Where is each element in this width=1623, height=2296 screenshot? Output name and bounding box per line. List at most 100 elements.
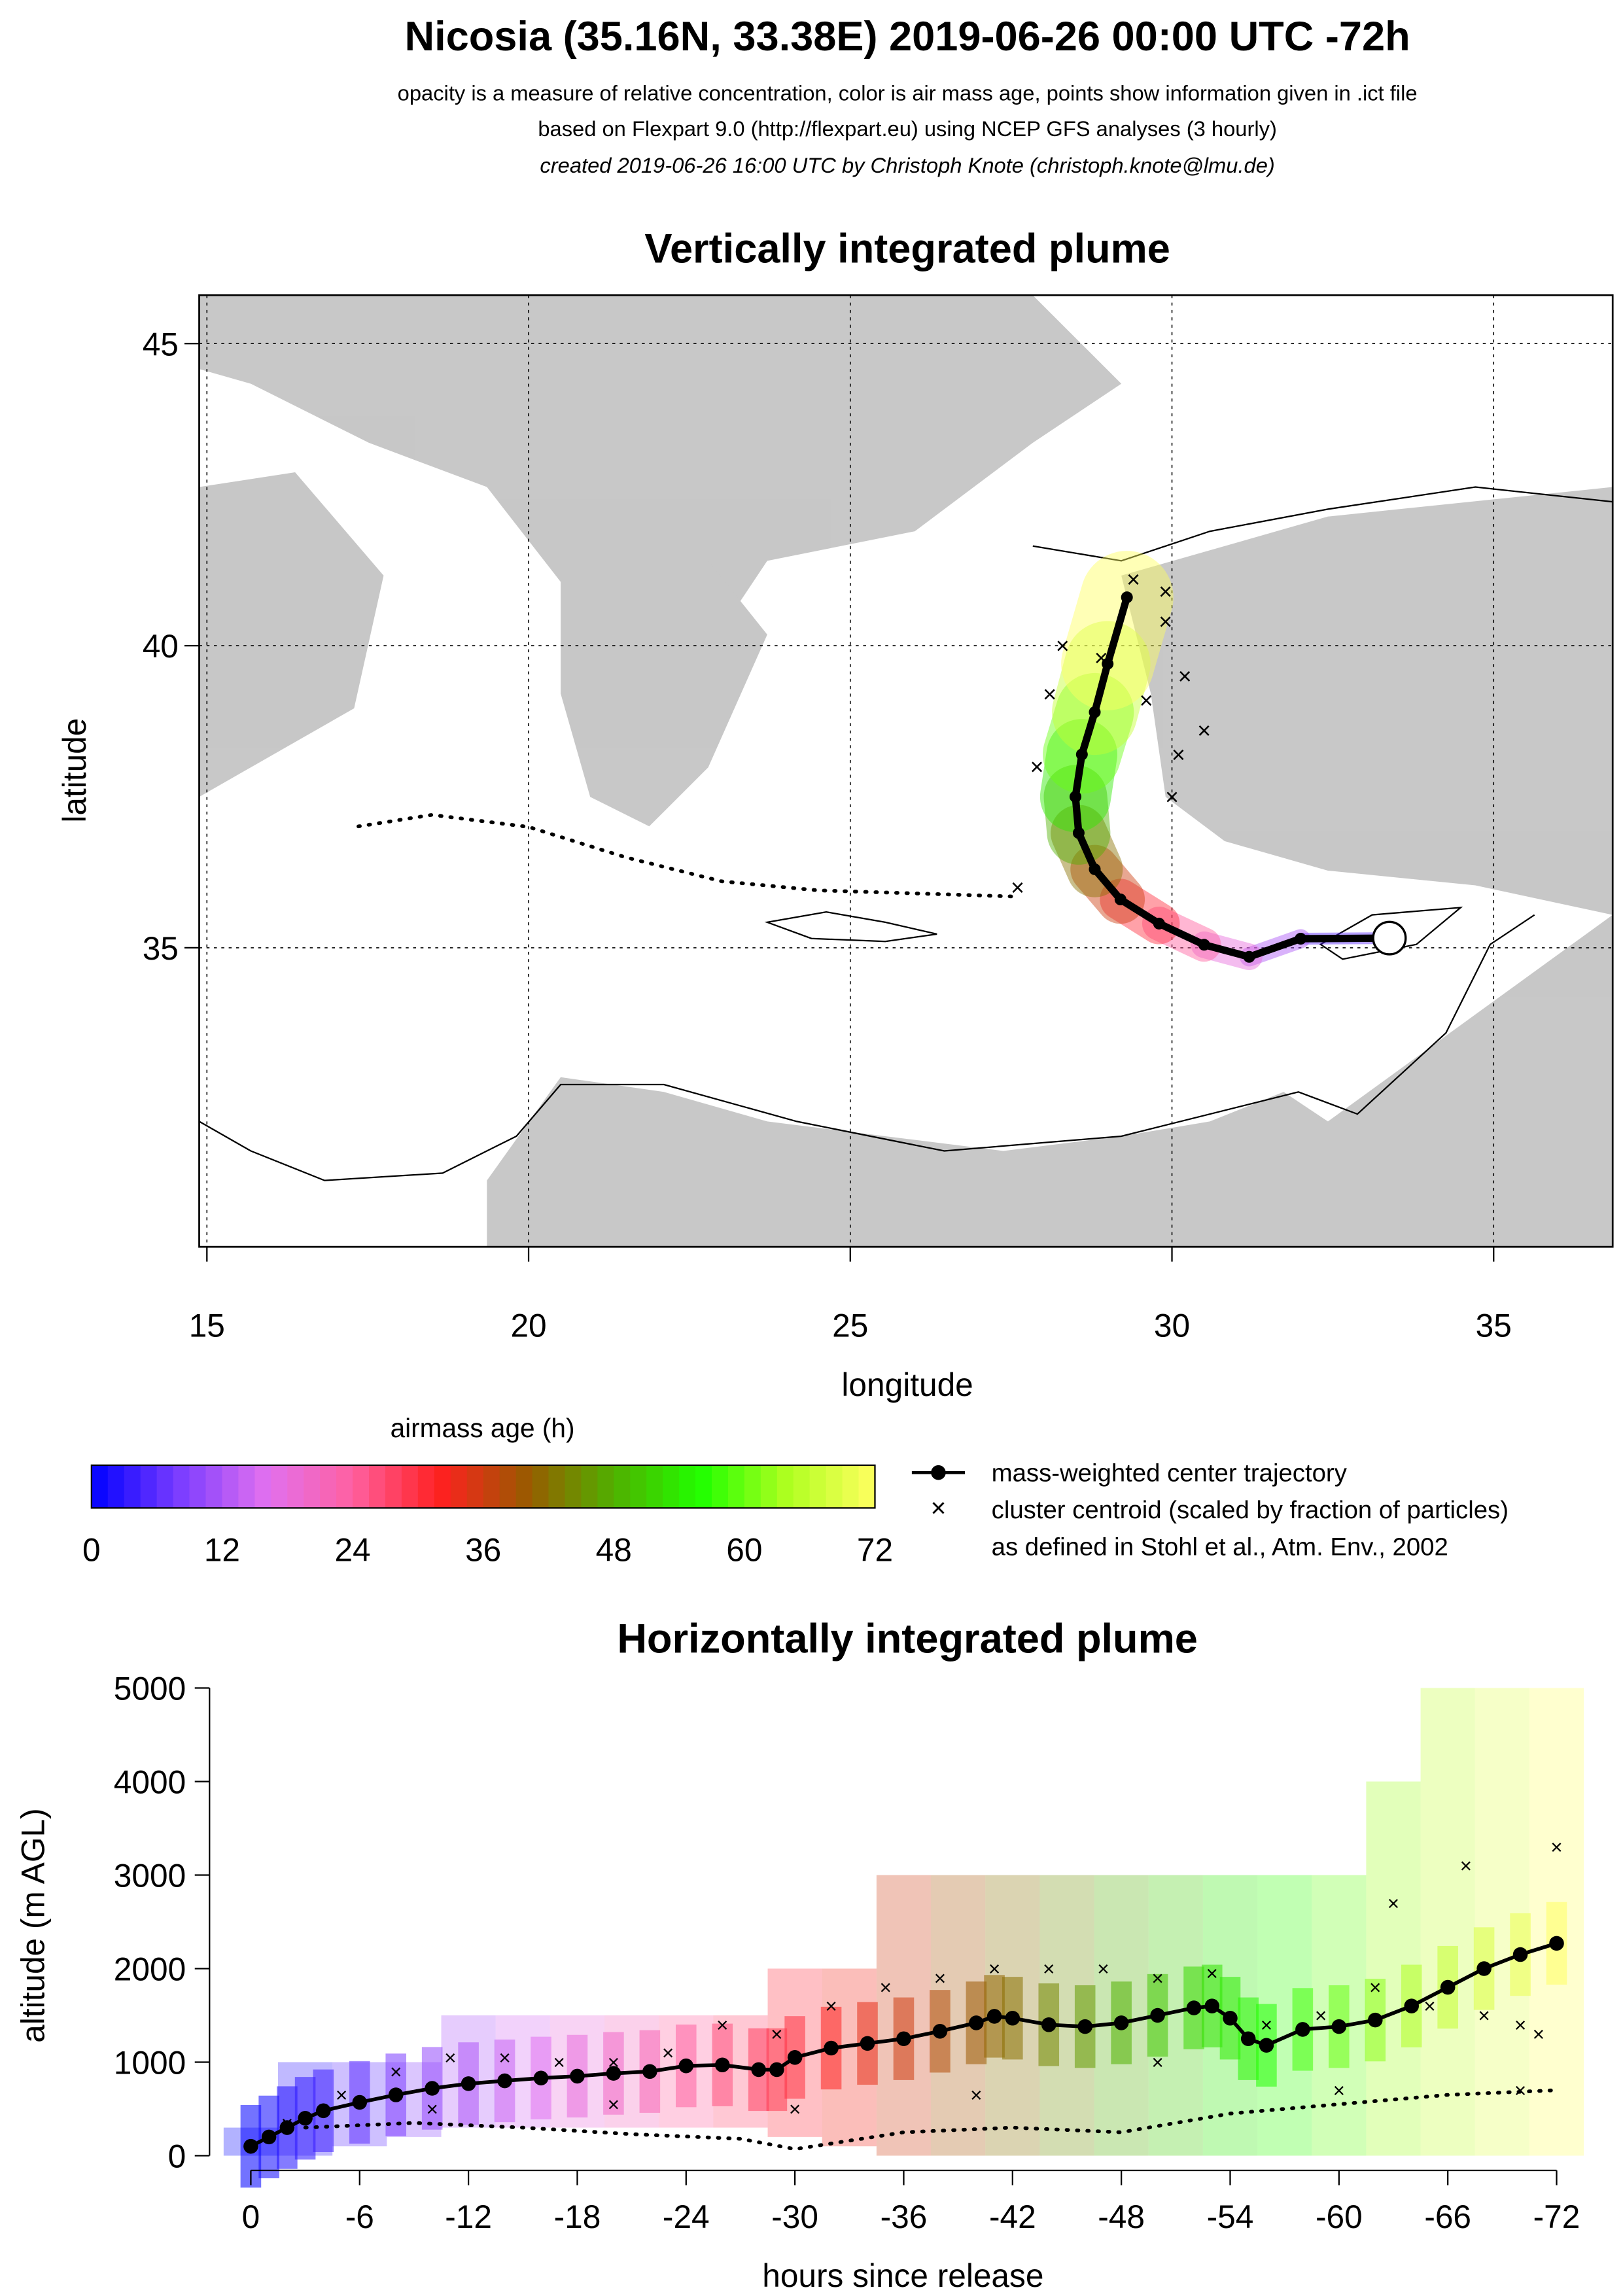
colorbar-cell xyxy=(124,1465,141,1508)
x-tick-label: -60 xyxy=(1316,2199,1363,2235)
cluster-centroid: × xyxy=(608,2093,620,2116)
x-tick-label: -30 xyxy=(771,2199,818,2235)
colorbar-cell xyxy=(222,1465,239,1508)
trajectory-point xyxy=(461,2076,476,2091)
trajectory-point xyxy=(642,2064,657,2079)
legend-text: mass-weighted center trajectory xyxy=(992,1459,1348,1487)
legend-text: as defined in Stohl et al., Atm. Env., 2… xyxy=(992,1533,1448,1561)
trajectory-point xyxy=(1243,950,1255,963)
trajectory-point xyxy=(1121,591,1133,604)
colorbar-cell xyxy=(271,1465,288,1508)
cluster-centroid: × xyxy=(1165,784,1179,810)
colorbar-cell xyxy=(532,1465,550,1508)
colorbar-cell xyxy=(565,1465,582,1508)
cluster-centroid: × xyxy=(1056,633,1070,659)
y-tick-label: 4000 xyxy=(114,1764,186,1801)
trajectory-point xyxy=(1069,790,1082,803)
colorbar-tick-label: 12 xyxy=(204,1532,240,1569)
trajectory-point xyxy=(969,2015,984,2030)
greece xyxy=(561,561,767,827)
lower-trajectory xyxy=(303,2088,1559,2151)
x-tick-label: 35 xyxy=(1476,1308,1512,1344)
colorbar-cell xyxy=(711,1465,729,1508)
colorbar-cell xyxy=(695,1465,712,1508)
colorbar-cell xyxy=(548,1465,566,1508)
trajectory-point xyxy=(986,2009,1002,2024)
cluster-centroid: × xyxy=(1178,663,1192,689)
trajectory-point xyxy=(1072,827,1085,839)
colorbar-tick-label: 48 xyxy=(596,1532,632,1569)
colorbar-cell xyxy=(91,1465,109,1508)
cyprus xyxy=(1319,906,1463,960)
trajectory-point xyxy=(1150,2008,1165,2023)
trajectory-point xyxy=(1367,2012,1383,2028)
colorbar-tick-label: 60 xyxy=(726,1532,762,1569)
y-tick-label: 3000 xyxy=(114,1858,186,1894)
x-tick-label: -54 xyxy=(1207,2199,1254,2235)
colorbar-cell xyxy=(614,1465,631,1508)
colorbar-tick-label: 72 xyxy=(857,1532,893,1569)
african-coast xyxy=(198,914,1535,1181)
cluster-centroid: × xyxy=(1172,741,1185,768)
site-marker xyxy=(1372,920,1407,956)
trajectory-point xyxy=(1077,2019,1092,2034)
cluster-centroid: × xyxy=(1159,578,1172,605)
cluster-centroid: × xyxy=(789,2097,801,2121)
colorbar-cell xyxy=(369,1465,386,1508)
coastlines xyxy=(198,486,1613,1181)
legend-cross: × xyxy=(931,1493,947,1523)
colorbar-cell xyxy=(777,1465,794,1508)
cluster-centroid: × xyxy=(1550,1835,1562,1859)
legend-dot xyxy=(931,1465,946,1480)
cluster-centroid: × xyxy=(1478,2004,1490,2027)
trajectory-point xyxy=(714,2057,730,2073)
x-tick-label: -24 xyxy=(663,2199,710,2235)
colorbar-cell xyxy=(156,1465,174,1508)
cluster-centroid: × xyxy=(444,2045,456,2069)
trajectory-point xyxy=(678,2058,694,2074)
trajectory-point xyxy=(316,2103,331,2119)
cluster-centroid: × xyxy=(1315,2004,1327,2027)
colorbar-cell xyxy=(581,1465,598,1508)
x-tick-label: 30 xyxy=(1154,1308,1190,1344)
colorbar-cell xyxy=(107,1465,125,1508)
trajectory-point xyxy=(1041,2017,1056,2032)
map-title: Vertically integrated plume xyxy=(644,226,1170,272)
x-tick-label: -18 xyxy=(554,2199,601,2235)
colorbar-tick-label: 36 xyxy=(465,1532,501,1569)
cluster-centroid: × xyxy=(1333,2078,1345,2102)
crete xyxy=(764,911,937,943)
colorbar-cell xyxy=(679,1465,696,1508)
cluster-centroid: × xyxy=(662,2041,674,2064)
cluster-centroid: × xyxy=(1159,608,1172,635)
north-africa xyxy=(487,914,1613,1247)
subtitle: opacity is a measure of relative concent… xyxy=(398,81,1418,105)
cluster-centroid: × xyxy=(1387,1891,1399,1915)
trajectory-point xyxy=(1153,917,1165,930)
trajectory-point xyxy=(243,2138,258,2154)
plume-column xyxy=(1420,1688,1475,2156)
trajectory-point xyxy=(1240,2031,1256,2047)
colorbar-cell xyxy=(515,1465,533,1508)
trajectory-point xyxy=(896,2031,911,2047)
balkans xyxy=(199,295,1122,679)
cluster-centroid: × xyxy=(1140,687,1153,714)
colorbar-cell xyxy=(140,1465,158,1508)
secondary-track xyxy=(353,812,1013,899)
y-tick-label: 1000 xyxy=(114,2045,186,2081)
cluster-centroid: × xyxy=(1460,1854,1472,1877)
cluster-centroid: × xyxy=(1097,1957,1109,1981)
colorbar-cell xyxy=(597,1465,614,1508)
x-axis-label: hours since release xyxy=(762,2257,1043,2294)
trajectory-point xyxy=(388,2087,404,2102)
italy xyxy=(199,472,384,797)
trajectory-point xyxy=(787,2050,803,2065)
trajectory-point xyxy=(533,2070,549,2086)
trajectory-point xyxy=(1204,1998,1220,2013)
colorbar-cell xyxy=(727,1465,745,1508)
colorbar-cell xyxy=(417,1465,435,1508)
trajectory-point xyxy=(1295,933,1307,945)
cluster-centroid: × xyxy=(988,1957,1000,1981)
cluster-centroid: × xyxy=(1126,566,1140,593)
